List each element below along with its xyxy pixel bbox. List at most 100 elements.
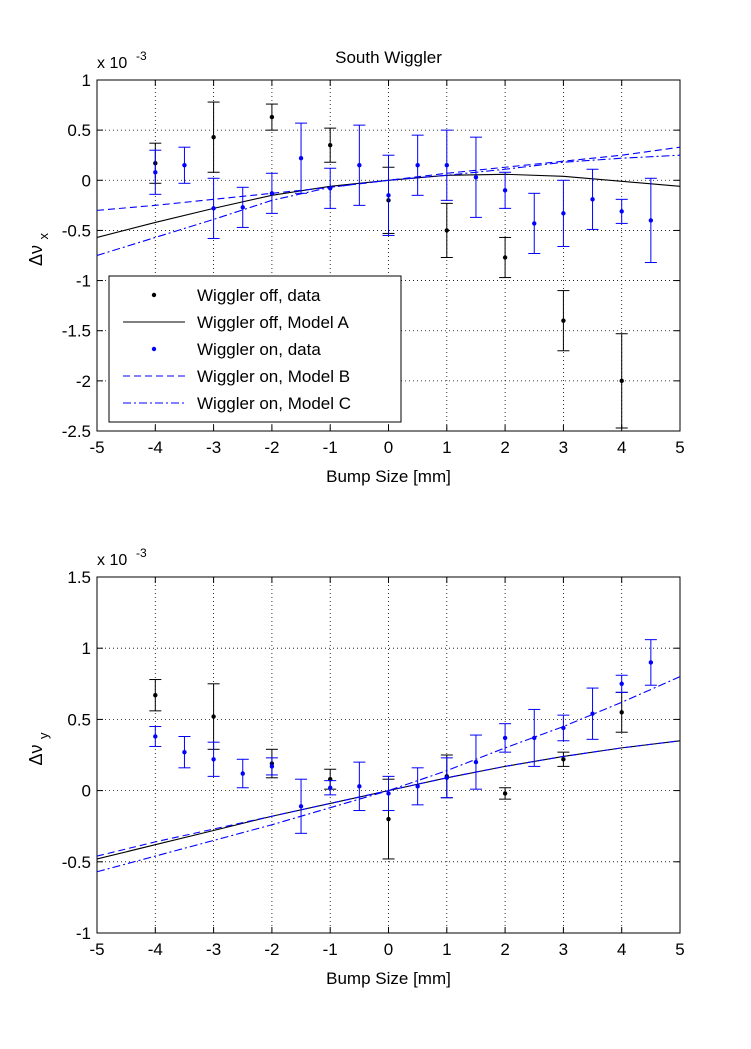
x-tick-label: 2 (500, 438, 509, 457)
model-line (97, 146, 680, 211)
data-point (502, 735, 508, 741)
x-tick-label: -2 (264, 438, 279, 457)
data-point (357, 163, 362, 168)
y-axis-label-subscript: x (36, 233, 51, 240)
data-point (415, 163, 420, 168)
data-point (182, 163, 187, 168)
exponent-power: -3 (136, 546, 147, 560)
data-point (502, 791, 508, 796)
data-point (240, 205, 245, 210)
data-point (386, 816, 391, 822)
y-tick-label: -1.5 (62, 322, 91, 341)
y-axis-label-main: Δν (26, 744, 46, 765)
data-point (211, 134, 216, 140)
model-line (97, 740, 680, 857)
x-tick-label: 5 (675, 940, 684, 959)
data-point (240, 771, 245, 776)
x-tick-label: 0 (384, 438, 393, 457)
y-tick-label: 1.5 (67, 568, 91, 587)
data-point (211, 714, 216, 719)
x-tick-label: -5 (89, 940, 104, 959)
data-point (444, 228, 449, 233)
data-point (532, 221, 537, 226)
x-axis-label: Bump Size [mm] (326, 467, 451, 486)
y-tick-label: -2 (76, 372, 91, 391)
data-point (153, 170, 158, 175)
x-tick-label: 2 (500, 940, 509, 959)
y-tick-label: -1 (76, 924, 91, 943)
series-wiggler-on-model-b (97, 740, 680, 857)
y-axis-label: Δν x (26, 233, 51, 267)
y-tick-label: -0.5 (62, 853, 91, 872)
x-tick-label: -4 (148, 438, 163, 457)
data-point (328, 142, 333, 148)
data-point (269, 764, 275, 769)
y-tick-label: 0.5 (67, 121, 91, 140)
x-tick-label: -3 (206, 438, 221, 457)
x-tick-label: -2 (264, 940, 279, 959)
x-tick-label: -1 (323, 940, 338, 959)
data-point (473, 759, 479, 765)
data-point (473, 175, 479, 180)
exponent-label: x 10 (97, 552, 127, 569)
legend-label: Wiggler off, data (197, 286, 321, 305)
legend-item: Wiggler on, Model C (123, 394, 351, 413)
data-point (619, 710, 624, 715)
x-tick-label: 3 (559, 438, 568, 457)
y-tick-label: 0.5 (67, 710, 91, 729)
data-point (619, 378, 624, 384)
x-tick-label: 4 (617, 438, 626, 457)
data-point (561, 211, 566, 216)
data-point (502, 255, 508, 260)
series-wiggler-on-data (149, 639, 657, 834)
legend-label: Wiggler on, data (197, 340, 321, 359)
model-line (97, 154, 680, 257)
exponent-power: -3 (136, 49, 147, 63)
legend: Wiggler off, data Wiggler off, Model A Wig… (108, 275, 402, 423)
legend-item: Wiggler off, data (151, 286, 321, 305)
data-point (648, 660, 654, 665)
x-tick-label: 1 (442, 940, 451, 959)
y-axis-label-main: Δν (26, 245, 46, 266)
legend-item: Wiggler off, Model A (123, 313, 349, 332)
data-point (269, 114, 275, 120)
x-tick-label: 4 (617, 940, 626, 959)
legend-marker-swatch (151, 292, 157, 298)
y-tick-label: 0 (82, 171, 91, 190)
data-point (153, 692, 158, 698)
legend-item: Wiggler on, Model B (123, 367, 350, 386)
y-tick-label: 0 (82, 782, 91, 801)
y-axis-label-subscript: y (36, 732, 51, 739)
x-tick-label: -3 (206, 940, 221, 959)
plot-area (97, 639, 680, 873)
data-point (357, 784, 362, 789)
axes-2: -5 -4 -3 -2 -1 0 1 2 3 4 5 -1 -0.5 0 0.5 1 1.5 x 10 -3 Bump… (26, 546, 685, 988)
data-point (328, 785, 333, 790)
legend-label: Wiggler on, Model B (197, 367, 350, 386)
data-point (561, 318, 566, 323)
data-point (182, 749, 187, 755)
legend-label: Wiggler off, Model A (197, 313, 349, 332)
y-tick-label: -1 (76, 272, 91, 291)
x-tick-label: 3 (559, 940, 568, 959)
x-tick-label: 0 (384, 940, 393, 959)
data-point (269, 191, 275, 196)
data-point (211, 206, 216, 211)
legend-marker-swatch (151, 346, 157, 352)
data-point (386, 193, 391, 198)
y-tick-label: 1 (82, 71, 91, 90)
model-line (97, 676, 680, 873)
data-point (298, 156, 304, 161)
series-wiggler-on-model-c (97, 676, 680, 873)
legend-label: Wiggler on, Model C (197, 394, 351, 413)
data-point (415, 784, 420, 789)
data-point (648, 218, 654, 223)
exponent-label: x 10 (97, 55, 127, 72)
x-tick-label: -4 (148, 940, 163, 959)
data-point (561, 725, 566, 731)
series-wiggler-on-model-b (97, 146, 680, 211)
y-tick-label: 1 (82, 639, 91, 658)
y-tick-label: -2.5 (62, 422, 91, 441)
data-point (619, 209, 624, 214)
